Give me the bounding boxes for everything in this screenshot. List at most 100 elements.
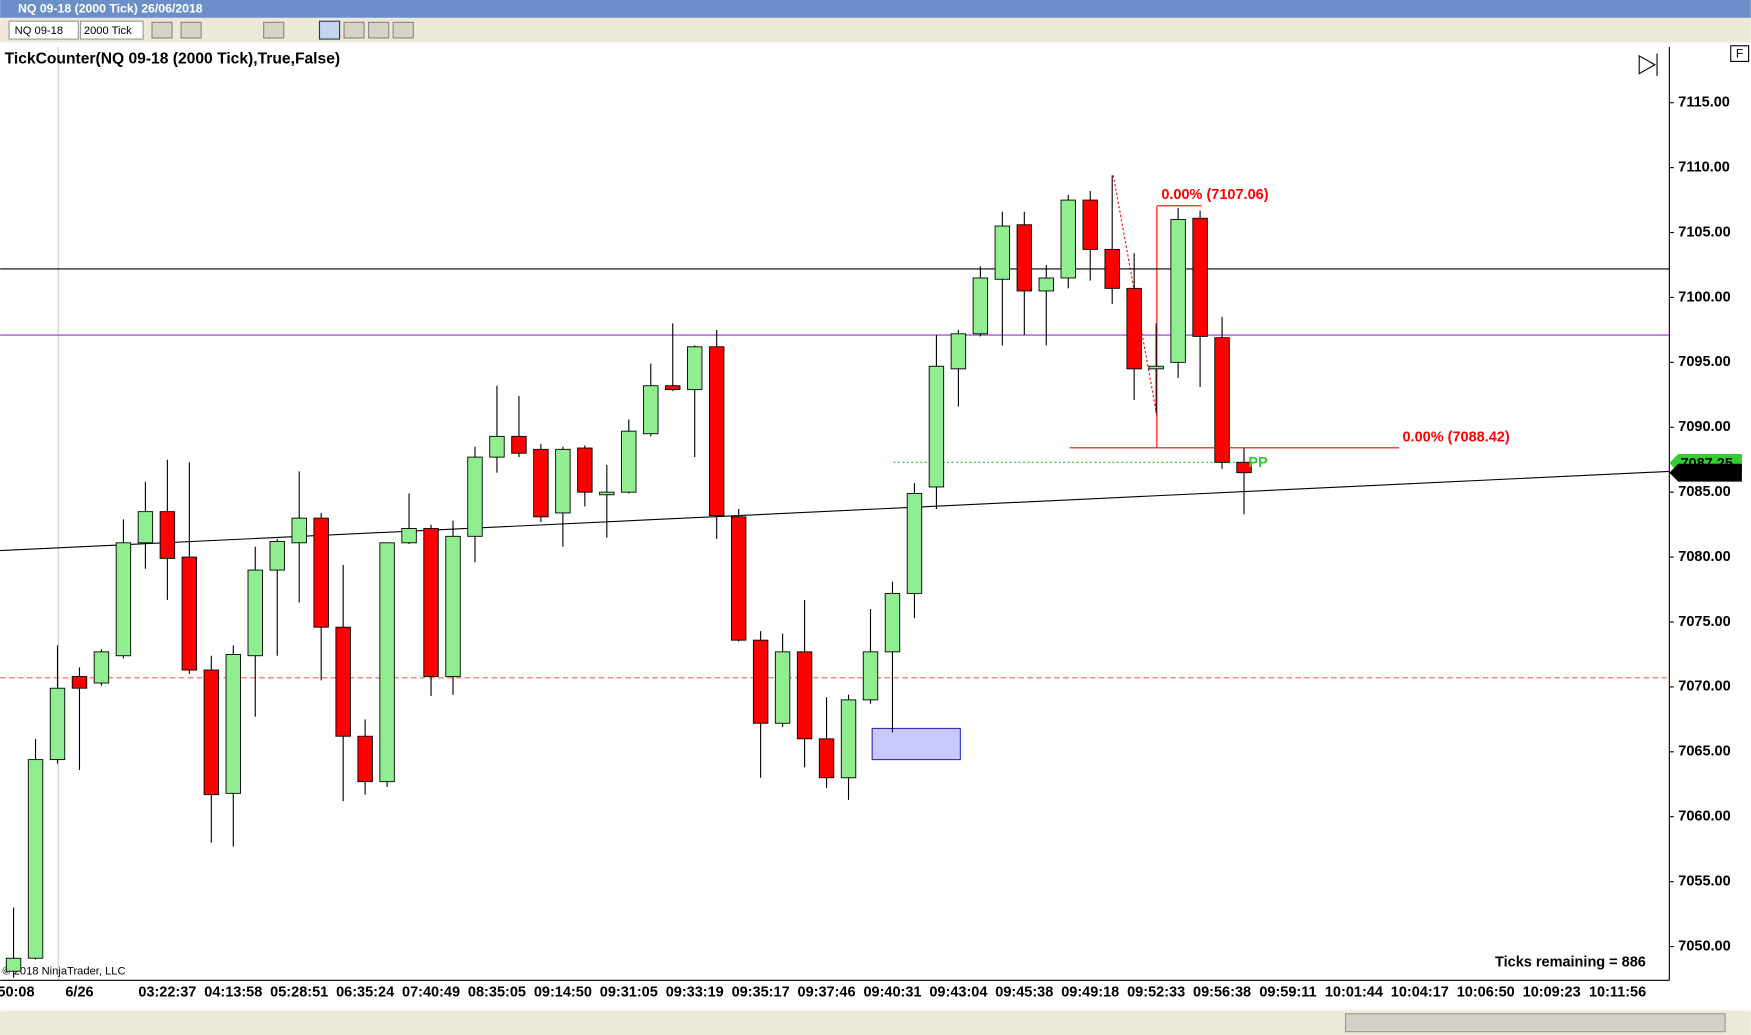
candle-body bbox=[994, 225, 1011, 280]
candle-body bbox=[906, 493, 923, 594]
candle-body bbox=[730, 516, 747, 641]
candle-body bbox=[93, 651, 110, 684]
y-tick-label: 7090.00 bbox=[1678, 419, 1730, 435]
candle-body bbox=[1236, 461, 1252, 474]
candle-body bbox=[1148, 365, 1164, 370]
chart-area bbox=[0, 42, 1751, 1011]
candle-body bbox=[972, 277, 989, 335]
interval-select[interactable] bbox=[79, 20, 144, 40]
candle-body bbox=[5, 957, 22, 972]
y-tick-label: 7105.00 bbox=[1678, 224, 1730, 240]
fib-label: 0.00% (7107.06) bbox=[1161, 187, 1268, 203]
candle-body bbox=[577, 447, 593, 493]
instrument: NQ 09-18 bbox=[15, 25, 63, 37]
candle-body bbox=[49, 687, 66, 761]
candle-body bbox=[665, 385, 681, 391]
candle-body bbox=[181, 556, 198, 671]
candle-body bbox=[467, 456, 483, 537]
y-tick-label: 7095.00 bbox=[1678, 354, 1730, 370]
candle-body bbox=[818, 738, 835, 779]
candle-body bbox=[862, 651, 879, 701]
candle-body bbox=[643, 385, 659, 435]
price-tag bbox=[1669, 463, 1742, 482]
candle-body bbox=[928, 365, 945, 488]
candle-body bbox=[950, 333, 967, 370]
zone bbox=[871, 727, 961, 761]
price-tag-label: 7086.50 bbox=[1680, 466, 1732, 482]
candle-body bbox=[27, 759, 44, 959]
fib-label: 0.00% (7088.42) bbox=[1402, 429, 1509, 445]
x-tick-label: 10:01:44 bbox=[1325, 984, 1383, 1000]
y-tick-label: 7110.00 bbox=[1678, 159, 1730, 175]
tool-button[interactable] bbox=[318, 20, 341, 40]
x-tick-label: 09:31:05 bbox=[600, 984, 658, 1000]
tool-button[interactable] bbox=[180, 21, 202, 39]
x-tick-label: 09:59:11 bbox=[1259, 984, 1316, 1000]
x-tick-label: 09:56:38 bbox=[1193, 984, 1251, 1000]
pivot-label: PP bbox=[1248, 455, 1268, 471]
candle-body bbox=[884, 592, 901, 653]
x-tick-label: 10:09:23 bbox=[1523, 984, 1581, 1000]
interval: 2000 Tick bbox=[84, 25, 132, 37]
y-tick-label: 7080.00 bbox=[1678, 549, 1730, 565]
tool-button[interactable] bbox=[151, 21, 173, 39]
y-tick-label: 7085.00 bbox=[1678, 484, 1730, 500]
x-tick-label: 08:35:05 bbox=[468, 984, 526, 1000]
y-tick-label: 7075.00 bbox=[1678, 614, 1730, 630]
x-tick-label: 10:06:50 bbox=[1457, 984, 1515, 1000]
tool-button[interactable] bbox=[343, 21, 365, 39]
indicator-label: TickCounter(NQ 09-18 (2000 Tick),True,Fa… bbox=[5, 50, 340, 67]
instrument-select[interactable] bbox=[8, 20, 79, 40]
candle-body bbox=[313, 517, 329, 628]
candle-body bbox=[599, 491, 615, 496]
tool-button[interactable] bbox=[392, 21, 414, 39]
trend-line bbox=[0, 470, 1670, 552]
candle-body bbox=[1082, 199, 1098, 250]
candle-body bbox=[1104, 248, 1120, 289]
candle-body bbox=[445, 535, 461, 677]
title-bar bbox=[0, 0, 1751, 18]
scroll-thumb[interactable] bbox=[1344, 1013, 1726, 1033]
x-tick-label: 05:28:51 bbox=[270, 984, 328, 1000]
tool-button[interactable] bbox=[368, 21, 390, 39]
x-tick-label: 09:14:50 bbox=[534, 984, 592, 1000]
f-label: F bbox=[1736, 46, 1744, 60]
y-tick-label: 7065.00 bbox=[1678, 744, 1730, 760]
y-tick-label: 7070.00 bbox=[1678, 679, 1730, 695]
tool-button[interactable] bbox=[263, 21, 285, 39]
scroll-end-button[interactable] bbox=[1638, 53, 1658, 76]
window-title: NQ 09-18 (2000 Tick) 26/06/2018 bbox=[18, 2, 203, 16]
candle-body bbox=[357, 735, 373, 783]
candle-body bbox=[1016, 224, 1033, 292]
candle-body bbox=[401, 528, 417, 544]
candle-body bbox=[203, 669, 220, 796]
candle-body bbox=[533, 448, 549, 518]
candle-body bbox=[335, 626, 351, 737]
candle-body bbox=[269, 541, 285, 571]
candle-body bbox=[621, 430, 637, 493]
y-tick-label: 7100.00 bbox=[1678, 289, 1730, 305]
toolbar bbox=[0, 17, 1751, 43]
f-button[interactable] bbox=[1730, 45, 1750, 62]
candle-body bbox=[796, 651, 813, 740]
x-tick-label: 09:52:33 bbox=[1127, 984, 1185, 1000]
candle-body bbox=[71, 676, 88, 689]
candle-body bbox=[159, 511, 176, 559]
candle-body bbox=[774, 651, 791, 724]
candle-body bbox=[840, 699, 857, 779]
candle-body bbox=[489, 435, 505, 458]
copyright: © 2018 NinjaTrader, LLC bbox=[2, 965, 125, 977]
x-tick-label: 09:49:18 bbox=[1061, 984, 1119, 1000]
y-tick-label: 7060.00 bbox=[1678, 809, 1730, 825]
x-tick-label: 10:11:56 bbox=[1589, 984, 1646, 1000]
x-tick-label: :50:08 bbox=[0, 984, 35, 1000]
y-tick-label: 7050.00 bbox=[1678, 938, 1730, 954]
candle-body bbox=[379, 542, 395, 783]
x-tick-label: 07:40:49 bbox=[402, 984, 460, 1000]
candle-body bbox=[225, 653, 241, 794]
candle-body bbox=[687, 346, 703, 391]
candle-body bbox=[708, 346, 725, 516]
x-tick-label: 10:04:17 bbox=[1391, 984, 1449, 1000]
